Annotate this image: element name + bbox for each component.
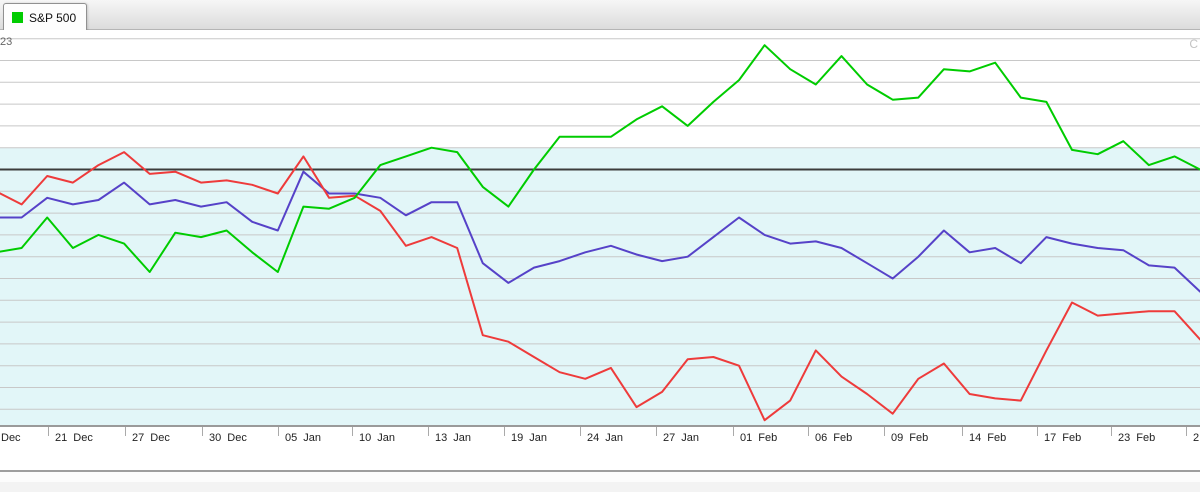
footer-spacer [0,450,1200,470]
x-axis-label: 05 Jan [285,432,322,444]
x-axis-label: 09 Feb [891,432,929,444]
partial-control-c[interactable]: C [1189,37,1198,51]
tab-sp500[interactable]: S&P 500 [3,3,88,31]
x-axis-tick [48,427,49,436]
tab-label: S&P 500 [29,10,77,25]
x-axis-label: 27 Jan [663,432,700,444]
footer-strip-gray [0,482,1200,492]
footer-strip-light [0,472,1200,482]
tab-bar: S&P 500 [0,0,1200,31]
x-axis-tick [504,427,505,436]
x-axis-label: 01 Feb [740,432,778,444]
x-axis-tick [1111,427,1112,436]
x-axis-label: 17 Feb [1044,432,1082,444]
x-axis-tick [428,427,429,436]
x-axis-tick [352,427,353,436]
x-axis: Dec 21 Dec 27 Dec 30 Dec 05 Jan 10 Jan 13 Jan 1… [0,425,1200,450]
x-axis-label: 2 [1193,432,1200,444]
x-axis-tick [884,427,885,436]
chart-canvas[interactable] [0,30,1200,425]
x-axis-label: 30 Dec [209,432,247,444]
x-axis-tick [278,427,279,436]
x-axis-tick [733,427,734,436]
x-axis-tick [808,427,809,436]
x-axis-tick [962,427,963,436]
below-zero-fill [0,147,1200,425]
x-axis-label: 19 Jan [511,432,548,444]
chart-date-partial-text: 23 [0,36,13,48]
x-axis-label: 21 Dec [55,432,93,444]
x-axis-label: 23 Feb [1118,432,1156,444]
x-axis-label: 14 Feb [969,432,1007,444]
x-axis-tick [1037,427,1038,436]
x-axis-tick [202,427,203,436]
x-axis-label: 10 Jan [359,432,396,444]
chart-area: 23 C [0,30,1200,425]
x-axis-label: 24 Jan [587,432,624,444]
x-axis-label: 27 Dec [132,432,170,444]
series-line-unlabeled-red [0,151,1200,422]
x-axis-tick [656,427,657,436]
x-axis-tick [580,427,581,436]
x-axis-tick [1186,427,1187,436]
footer-divider [0,470,1200,472]
x-axis-tick [125,427,126,436]
legend-swatch-icon [12,12,23,23]
x-axis-label: 06 Feb [815,432,853,444]
x-axis-label: 13 Jan [435,432,472,444]
series-line-sp500 [0,44,1200,273]
series-line-unlabeled-blue [0,170,1200,293]
x-axis-label: Dec [1,432,21,444]
